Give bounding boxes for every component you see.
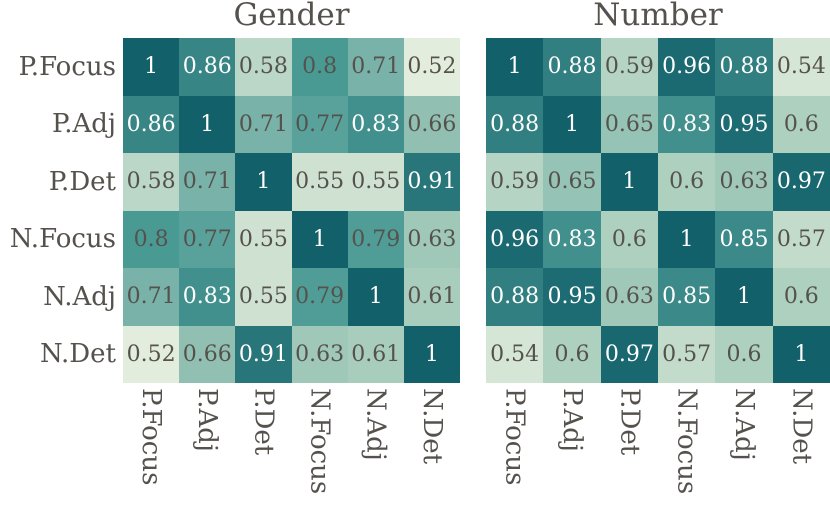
heatmap-cell: 0.61 xyxy=(347,325,404,383)
heatmap-title-gender: Gender xyxy=(233,0,350,33)
col-label: N.Adj xyxy=(360,388,391,461)
heatmap-cell: 0.55 xyxy=(235,268,292,326)
heatmap-cell: 0.95 xyxy=(715,95,773,153)
col-label: P.Det xyxy=(248,388,279,456)
heatmap-cell: 0.88 xyxy=(715,38,773,96)
heatmap-cell: 0.85 xyxy=(715,210,773,268)
row-label: N.Det xyxy=(39,339,116,370)
heatmap-cell: 0.58 xyxy=(123,153,180,211)
heatmap-matrix-number: 1 0.88 0.59 0.96 0.88 0.54 0.88 1 0.65 0.83 0.95 0.… xyxy=(486,38,830,383)
col-labels-gender: P.Focus P.Adj P.Det N.Focus N.Adj N.Det xyxy=(123,388,460,519)
heatmap-cell: 0.71 xyxy=(235,95,292,153)
col-label: N.Focus xyxy=(671,388,702,495)
heatmap-title-number: Number xyxy=(593,0,723,33)
heatmap-cell: 0.55 xyxy=(235,210,292,268)
heatmap-cell: 0.63 xyxy=(600,268,658,326)
heatmap-cell: 0.97 xyxy=(600,325,658,383)
heatmap-cell: 0.63 xyxy=(291,325,348,383)
heatmap-cell: 0.58 xyxy=(235,38,292,96)
heatmap-cell: 1 xyxy=(600,153,658,211)
heatmap-cell: 0.83 xyxy=(347,95,404,153)
col-label: P.Adj xyxy=(556,388,587,452)
heatmap-cell: 0.8 xyxy=(123,210,180,268)
row-label: N.Adj xyxy=(43,281,116,312)
col-label: N.Adj xyxy=(728,388,759,461)
heatmap-cell: 0.52 xyxy=(403,38,460,96)
heatmap-cell: 0.65 xyxy=(600,95,658,153)
heatmap-cell: 1 xyxy=(715,268,773,326)
heatmap-cell: 1 xyxy=(235,153,292,211)
heatmap-cell: 0.65 xyxy=(543,153,601,211)
heatmap-cell: 1 xyxy=(123,38,180,96)
heatmap-cell: 0.91 xyxy=(403,153,460,211)
heatmap-cell: 0.71 xyxy=(179,153,236,211)
heatmap-cell: 0.66 xyxy=(403,95,460,153)
heatmap-cell: 0.61 xyxy=(403,268,460,326)
heatmap-cell: 0.63 xyxy=(715,153,773,211)
heatmap-cell: 0.77 xyxy=(179,210,236,268)
heatmap-cell: 0.88 xyxy=(486,268,544,326)
heatmap-cell: 0.83 xyxy=(179,268,236,326)
heatmap-cell: 0.63 xyxy=(403,210,460,268)
heatmap-cell: 0.86 xyxy=(123,95,180,153)
heatmap-cell: 0.77 xyxy=(291,95,348,153)
heatmap-cell: 0.54 xyxy=(772,38,830,96)
heatmap-cell: 0.96 xyxy=(657,38,716,96)
heatmap-cell: 0.59 xyxy=(600,38,658,96)
heatmap-cell: 0.88 xyxy=(543,38,601,96)
heatmap-cell: 0.83 xyxy=(543,210,601,268)
col-label: N.Det xyxy=(416,388,447,465)
heatmap-cell: 0.6 xyxy=(543,325,601,383)
heatmap-cell: 0.57 xyxy=(657,325,716,383)
heatmap-cell: 1 xyxy=(772,325,830,383)
heatmap-cell: 0.86 xyxy=(179,38,236,96)
heatmap-cell: 0.95 xyxy=(543,268,601,326)
heatmap-cell: 0.97 xyxy=(772,153,830,211)
col-label: P.Adj xyxy=(192,388,223,452)
heatmap-cell: 0.91 xyxy=(235,325,292,383)
col-label: P.Focus xyxy=(136,388,167,486)
heatmap-cell: 0.71 xyxy=(123,268,180,326)
heatmap-cell: 0.96 xyxy=(486,210,544,268)
heatmap-cell: 1 xyxy=(486,38,544,96)
col-label: N.Det xyxy=(786,388,817,465)
heatmap-cell: 0.59 xyxy=(486,153,544,211)
heatmap-cell: 0.55 xyxy=(347,153,404,211)
heatmap-cell: 0.52 xyxy=(123,325,180,383)
heatmap-cell: 0.79 xyxy=(347,210,404,268)
heatmap-cell: 0.66 xyxy=(179,325,236,383)
heatmap-cell: 0.79 xyxy=(291,268,348,326)
col-label: N.Focus xyxy=(304,388,335,495)
heatmap-cell: 0.71 xyxy=(347,38,404,96)
row-labels-gender: P.Focus P.Adj P.Det N.Focus N.Adj N.Det xyxy=(0,38,116,383)
heatmap-cell: 0.6 xyxy=(657,153,716,211)
heatmap-cell: 0.6 xyxy=(772,268,830,326)
heatmap-cell: 1 xyxy=(657,210,716,268)
heatmap-cell: 1 xyxy=(179,95,236,153)
heatmap-cell: 0.88 xyxy=(486,95,544,153)
row-label: P.Adj xyxy=(52,109,116,140)
col-labels-number: P.Focus P.Adj P.Det N.Focus N.Adj N.Det xyxy=(486,388,830,519)
heatmap-cell: 0.6 xyxy=(715,325,773,383)
col-label: P.Focus xyxy=(499,388,530,486)
row-label: P.Det xyxy=(48,166,116,197)
heatmap-cell: 1 xyxy=(291,210,348,268)
heatmap-cell: 1 xyxy=(403,325,460,383)
heatmap-cell: 0.6 xyxy=(600,210,658,268)
heatmap-cell: 0.57 xyxy=(772,210,830,268)
heatmap-cell: 0.85 xyxy=(657,268,716,326)
heatmap-cell: 0.54 xyxy=(486,325,544,383)
col-label: P.Det xyxy=(614,388,645,456)
heatmap-cell: 1 xyxy=(347,268,404,326)
heatmap-cell: 1 xyxy=(543,95,601,153)
heatmap-cell: 0.6 xyxy=(772,95,830,153)
heatmap-matrix-gender: 1 0.86 0.58 0.8 0.71 0.52 0.86 1 0.71 0.77 0.83 0.6… xyxy=(123,38,460,383)
heatmap-cell: 0.8 xyxy=(291,38,348,96)
row-label: N.Focus xyxy=(9,224,116,255)
heatmap-cell: 0.83 xyxy=(657,95,716,153)
row-label: P.Focus xyxy=(18,51,116,82)
heatmap-cell: 0.55 xyxy=(291,153,348,211)
